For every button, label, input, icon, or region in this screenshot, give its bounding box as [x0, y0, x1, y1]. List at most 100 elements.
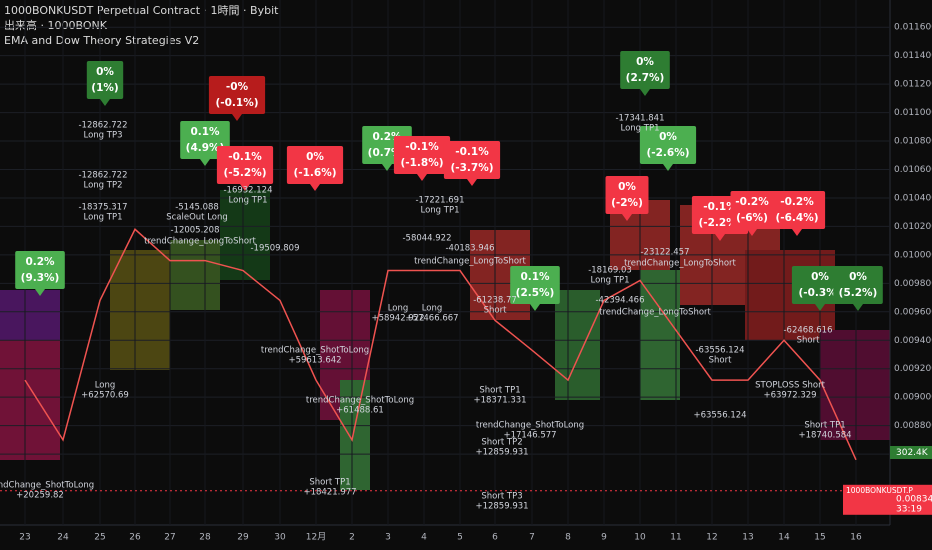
bubble-text: (-2%): [611, 197, 643, 209]
countdown: 33:19: [896, 504, 922, 514]
trade-label: -23122.457: [640, 248, 689, 258]
result-bubble: -0.1% (-3.7%): [443, 141, 501, 186]
trade-label: +59613.642: [288, 356, 341, 366]
trade-label: Short: [709, 356, 732, 366]
result-bubble: -0% (-0.1%): [208, 76, 266, 121]
bubble-text: (-2.6%): [646, 147, 689, 159]
x-tick-label: 23: [19, 533, 30, 543]
trade-label: +58942.922: [371, 314, 424, 324]
trade-label: -19509.809: [250, 244, 299, 254]
x-tick-label: 29: [237, 533, 249, 543]
bubble-text: 0%: [618, 181, 636, 193]
x-tick-label: 25: [94, 533, 105, 543]
bubble-text: (-5.2%): [223, 167, 266, 179]
bubble-text: (-1.8%): [400, 157, 443, 169]
trade-label: Long: [95, 381, 116, 391]
x-tick-label: 13: [742, 533, 753, 543]
bubble-pointer: [310, 184, 320, 191]
trade-label: Short TP2: [481, 438, 522, 448]
trade-label: +18421.977: [303, 488, 356, 498]
trade-label: trendChange_ShotToLong: [476, 421, 584, 431]
bubble-text: 0%: [306, 151, 324, 163]
trade-label: -18375.317: [78, 203, 127, 213]
bubble-text: (-0.1%): [215, 97, 258, 109]
trade-label: trendChange_LongToShort: [144, 237, 256, 247]
bubble-pointer: [715, 234, 725, 241]
bubble-text: 0%: [636, 56, 654, 68]
bubble-text: (1%): [91, 82, 118, 94]
bubble-pointer: [622, 214, 632, 221]
trade-label: Long TP1: [84, 213, 123, 223]
bubble-text: 0%: [659, 131, 677, 143]
x-tick-label: 6: [492, 533, 498, 543]
bubble-box: [768, 191, 826, 229]
trade-label: Long TP1: [621, 124, 660, 134]
bubble-pointer: [240, 184, 250, 191]
bubble-text: (2.7%): [626, 72, 665, 84]
x-tick-label: 12: [706, 533, 717, 543]
bubble-box: [605, 176, 649, 214]
x-tick-label: 10: [634, 533, 646, 543]
x-tick-label: 2: [349, 533, 355, 543]
bubble-text: (9.3%): [21, 272, 60, 284]
trade-label: Long TP3: [84, 131, 123, 141]
price-line: [24, 228, 857, 461]
volume-label: 302.4K: [896, 448, 929, 458]
trade-label: -5145.088: [175, 203, 219, 213]
bubble-box: [620, 51, 670, 89]
trade-label: -12862.722: [78, 171, 127, 181]
trade-label: +17146.577: [503, 431, 556, 441]
trade-label: +62570.69: [81, 391, 129, 401]
trade-label: -17221.691: [415, 196, 464, 206]
last-price-label: 0.008342: [896, 494, 932, 504]
strategy-title: EMA and Dow Theory Strategies V2: [4, 34, 199, 47]
trade-label: +63972.329: [763, 391, 816, 401]
trade-label: -63556.124: [695, 346, 744, 356]
x-tick-label: 5: [457, 533, 463, 543]
x-tick-label: 12月: [306, 532, 326, 543]
trade-label: Short: [484, 306, 507, 316]
result-bubble: -0.2% (-6.4%): [768, 191, 826, 236]
x-tick-label: 26: [129, 533, 141, 543]
bubble-text: -0.1%: [405, 141, 439, 153]
trade-label: +12859.931: [475, 448, 528, 458]
bubble-text: (2.5%): [516, 287, 555, 299]
x-tick-label: 30: [274, 533, 286, 543]
trade-label: Short: [797, 336, 820, 346]
bubble-box: [15, 251, 65, 289]
trade-label: Long TP1: [421, 206, 460, 216]
volume-title: 出来高 · 1000BONK: [4, 18, 108, 32]
result-bubble: 0% (2.7%): [620, 51, 670, 96]
bubble-text: (-0.3%): [798, 287, 841, 299]
trade-label: -12862.722: [78, 121, 127, 131]
trade-label: +57466.667: [405, 314, 458, 324]
bubble-pointer: [382, 164, 392, 171]
result-bubble: -0.1% (-5.2%): [216, 146, 274, 191]
result-bubble: 0% (5.2%): [833, 266, 883, 311]
x-tick-label: 11: [670, 533, 681, 543]
trade-label: +63556.124: [693, 411, 746, 421]
bubble-pointer: [467, 179, 477, 186]
x-tick-label: 27: [164, 533, 175, 543]
x-tick-label: 24: [57, 533, 69, 543]
trade-label: +61488.61: [336, 406, 384, 416]
trade-label: Long TP1: [229, 196, 268, 206]
bubble-text: 0%: [811, 271, 829, 283]
trade-label: -17341.841: [615, 114, 664, 124]
bubble-box: [216, 146, 274, 184]
trade-label: trendChange_ShotToLong: [261, 346, 369, 356]
trade-label: +12859.931: [475, 502, 528, 512]
bubble-text: 0.2%: [25, 256, 55, 268]
trade-label: -16932.124: [223, 186, 272, 196]
trade-label: Long TP2: [84, 181, 123, 191]
trade-label: -61238.77: [473, 296, 517, 306]
bubble-text: (-3.7%): [450, 162, 493, 174]
trade-label: Long: [388, 304, 409, 314]
bubble-box: [833, 266, 883, 304]
